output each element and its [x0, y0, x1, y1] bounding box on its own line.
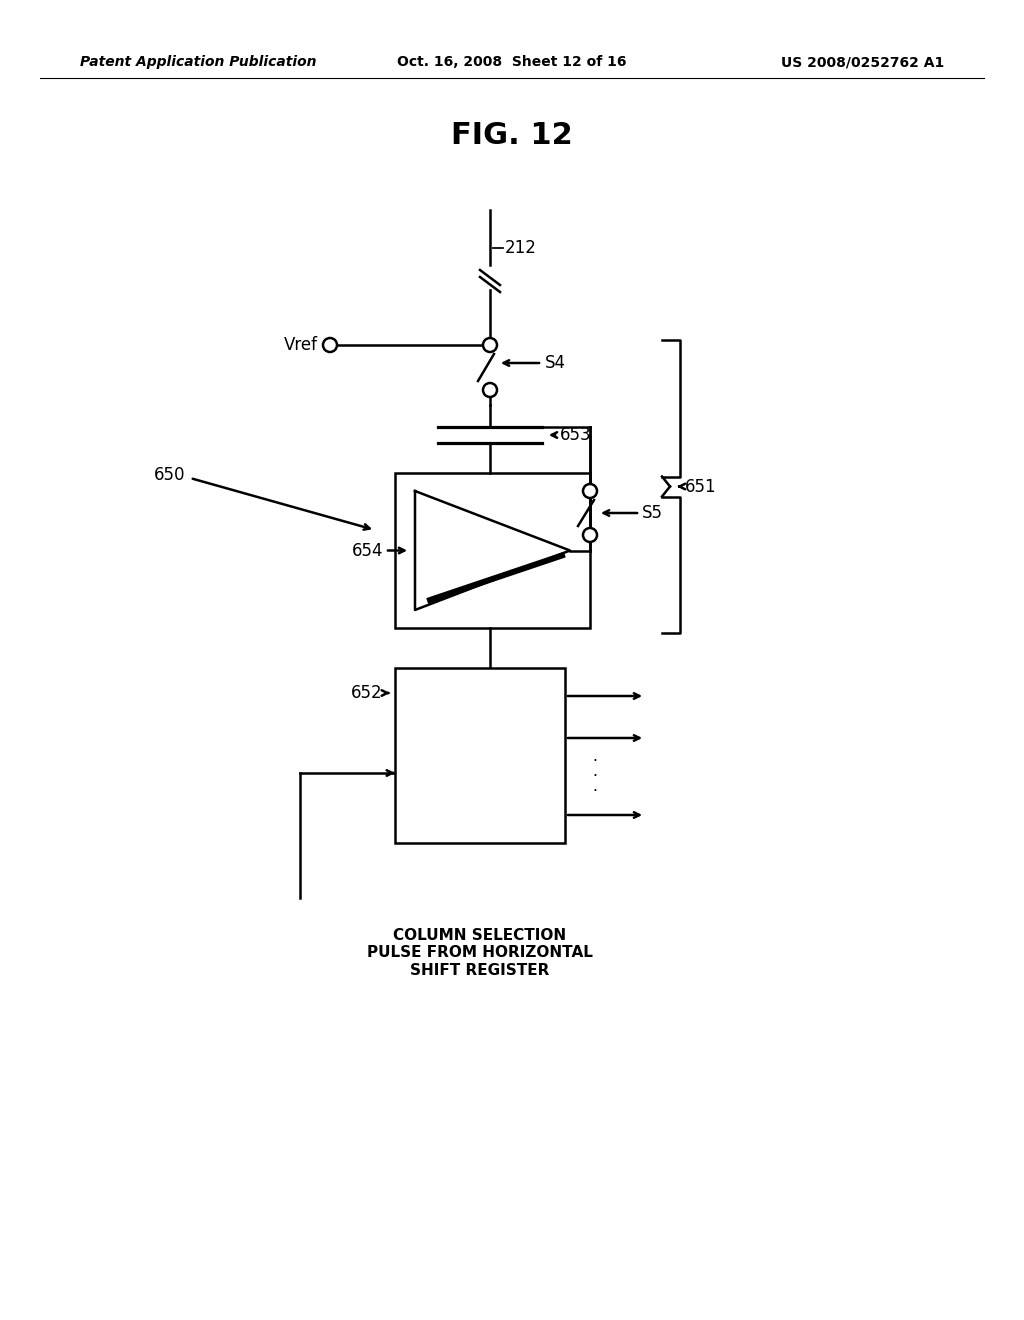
Text: 652: 652: [351, 684, 383, 702]
Bar: [395, 473, 590, 628]
Circle shape: [483, 383, 497, 397]
Circle shape: [323, 338, 337, 352]
Text: 651: 651: [685, 478, 717, 495]
Text: COLUMN SELECTION
PULSE FROM HORIZONTAL
SHIFT REGISTER: COLUMN SELECTION PULSE FROM HORIZONTAL S…: [367, 928, 593, 978]
Text: S5: S5: [642, 504, 663, 521]
Text: Patent Application Publication: Patent Application Publication: [80, 55, 316, 69]
Text: 653: 653: [560, 426, 592, 444]
Text: US 2008/0252762 A1: US 2008/0252762 A1: [780, 55, 944, 69]
Circle shape: [583, 484, 597, 498]
Text: 654: 654: [351, 541, 383, 560]
Text: Oct. 16, 2008  Sheet 12 of 16: Oct. 16, 2008 Sheet 12 of 16: [397, 55, 627, 69]
Text: 650: 650: [154, 466, 185, 484]
Text: Vref: Vref: [284, 337, 318, 354]
Text: S4: S4: [545, 354, 566, 372]
Text: ·
·
·: · · ·: [593, 754, 597, 799]
Bar: [395, 668, 565, 843]
Text: 212: 212: [505, 239, 537, 257]
Circle shape: [483, 338, 497, 352]
Text: FIG. 12: FIG. 12: [452, 120, 572, 149]
Circle shape: [583, 528, 597, 543]
